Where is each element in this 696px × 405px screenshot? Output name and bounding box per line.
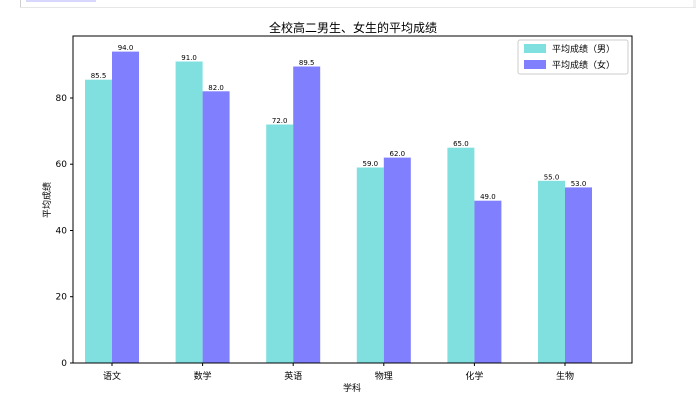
bar-male-4 — [447, 147, 475, 363]
y-tick-label: 20 — [56, 293, 68, 303]
legend-label-male: 平均成绩（男） — [552, 43, 615, 55]
y-tick-label: 0 — [61, 359, 67, 369]
x-tick-label-3: 物理 — [375, 370, 393, 382]
bar-female-3 — [383, 157, 411, 363]
bar-male-0 — [85, 79, 112, 363]
y-axis-label: 平均成绩 — [41, 182, 53, 218]
data-label-male-2: 72.0 — [272, 117, 288, 125]
data-label-female-1: 82.0 — [208, 84, 224, 92]
bar-female-5 — [565, 187, 592, 363]
legend-swatch-female — [524, 60, 546, 69]
bar-female-0 — [112, 51, 139, 363]
active-tab-indicator[interactable] — [26, 0, 96, 2]
data-label-male-5: 55.0 — [544, 173, 560, 181]
legend: 平均成绩（男） 平均成绩（女） — [517, 39, 629, 75]
bar-male-1 — [175, 61, 203, 363]
data-label-male-4: 65.0 — [453, 140, 469, 148]
y-tick-label: 40 — [56, 227, 68, 237]
x-tick-label-4: 化学 — [465, 370, 483, 382]
window-divider — [20, 7, 696, 8]
data-labels-group: 85.5 91.0 72.0 59.0 65.0 55.0 94.0 82.0 89.5 62.0… — [91, 44, 587, 201]
x-tick-label-5: 生物 — [556, 370, 574, 382]
data-label-female-4: 49.0 — [480, 193, 496, 201]
y-tick-label: 60 — [56, 160, 68, 170]
y-tick-label: 80 — [56, 94, 68, 104]
bar-female-2 — [293, 66, 321, 363]
bar-female-1 — [202, 91, 230, 364]
plot-area-frame — [72, 35, 633, 364]
scrollbar-edge[interactable] — [693, 0, 696, 8]
bars-group — [85, 51, 592, 364]
x-tick-label-0: 语文 — [103, 370, 121, 382]
data-label-female-0: 94.0 — [118, 44, 134, 52]
chart-title: 全校高二男生、女生的平均成绩 — [269, 20, 437, 35]
x-tick-label-2: 英语 — [284, 370, 302, 382]
bar-female-4 — [474, 200, 502, 363]
x-tick-label-1: 数学 — [194, 370, 212, 382]
data-label-male-3: 59.0 — [363, 160, 379, 168]
x-axis: 语文 数学 英语 物理 化学 生物 — [103, 363, 574, 382]
legend-label-female: 平均成绩（女） — [552, 59, 615, 71]
data-label-female-2: 89.5 — [299, 59, 315, 67]
data-label-female-3: 62.0 — [390, 150, 406, 158]
bar-male-3 — [356, 167, 384, 363]
x-axis-label: 学科 — [343, 382, 361, 394]
bar-male-2 — [266, 124, 294, 363]
data-label-male-0: 85.5 — [91, 72, 107, 80]
bar-male-5 — [538, 180, 565, 363]
window-top-strip — [0, 0, 696, 8]
data-label-female-5: 53.0 — [571, 180, 587, 188]
legend-swatch-male — [524, 44, 546, 53]
y-axis: 0 20 40 60 80 — [56, 94, 73, 369]
window-edge — [20, 0, 21, 8]
data-label-male-1: 91.0 — [181, 54, 197, 62]
